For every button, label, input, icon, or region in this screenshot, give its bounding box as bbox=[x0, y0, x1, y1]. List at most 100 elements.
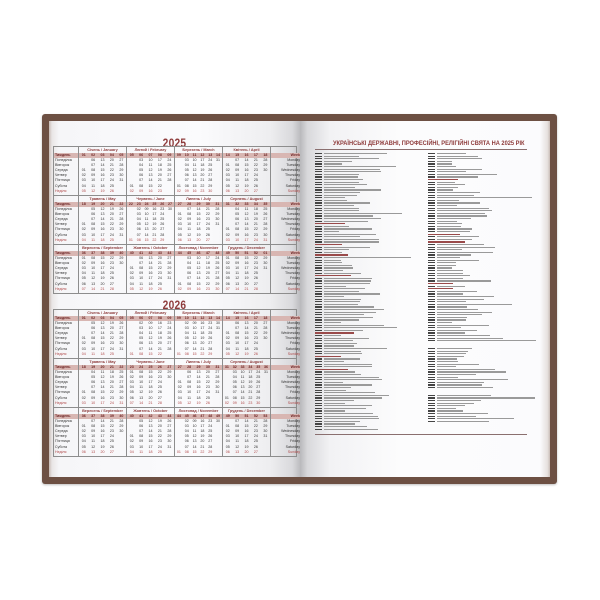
day-cell: 02 bbox=[225, 168, 230, 173]
holiday-date bbox=[315, 168, 322, 170]
day-cell: 16 bbox=[244, 232, 249, 237]
day-cell: 27 bbox=[160, 227, 165, 232]
holiday-date bbox=[315, 353, 322, 355]
week-column: 35 25 26 27 28 29 30 31 bbox=[260, 202, 271, 244]
holiday-name bbox=[437, 309, 479, 311]
week-column: 29 13 14 15 16 17 18 19 bbox=[193, 365, 204, 407]
day-cell: 05 bbox=[129, 286, 134, 291]
weekday-label: Субота bbox=[55, 183, 68, 188]
weekday-label-en: Monday bbox=[287, 207, 300, 212]
day-cell: 16 bbox=[100, 395, 105, 400]
week-number-cell: 06 bbox=[136, 316, 146, 322]
day-cell: 01 bbox=[129, 370, 134, 375]
holiday-name bbox=[437, 340, 537, 342]
holiday-date bbox=[428, 223, 435, 225]
day-cell: 08 bbox=[136, 237, 141, 242]
day-cell: 17 bbox=[200, 424, 205, 429]
week-label-en: Week bbox=[290, 365, 300, 369]
holiday-name bbox=[324, 322, 342, 324]
day-cell: 24 bbox=[208, 326, 213, 331]
week-column: 29 14 15 16 17 18 19 20 bbox=[193, 202, 204, 244]
day-cell: 26 bbox=[119, 375, 124, 380]
holiday-name bbox=[324, 371, 355, 373]
day-cell: 12 bbox=[100, 207, 105, 212]
holiday-name bbox=[437, 205, 457, 207]
day-cell: 16 bbox=[240, 400, 245, 405]
week-number-cell: 46 bbox=[190, 414, 199, 420]
holiday-date bbox=[428, 194, 435, 196]
day-cell: 26 bbox=[109, 188, 114, 193]
day-cell: 11 bbox=[91, 237, 95, 242]
week-number: 28 bbox=[187, 202, 192, 206]
day-cell: 28 bbox=[208, 444, 213, 449]
week-column: 07 10 11 12 13 14 15 16 bbox=[145, 153, 156, 195]
week-column: 44 01 02 bbox=[175, 251, 185, 293]
month-8: Серпень / August 31 01 02 32 03 04 05 06 07 08 09 33… bbox=[222, 359, 270, 407]
day-cell: 06 bbox=[139, 256, 144, 261]
day-cell: 18 bbox=[200, 429, 205, 434]
day-cell: 21 bbox=[253, 419, 258, 424]
day-cell: 04 bbox=[81, 351, 86, 356]
holiday-date bbox=[315, 410, 322, 412]
week-number-cell: 12 bbox=[198, 153, 207, 159]
week-number-cell: 14 bbox=[223, 316, 233, 322]
month-7: Липень / July 27 01 02 03 04 05 28 06 07 08 09 10 11 1… bbox=[174, 359, 223, 407]
week-number: 24 bbox=[144, 202, 149, 206]
week-number-cell: 50 bbox=[232, 414, 242, 420]
week-column: 01 29 30 31 bbox=[260, 251, 271, 293]
week-label-en: Week bbox=[290, 414, 300, 418]
weekday-labels: Тиждень Понеділок Вівторок Середа Четвер П'ят… bbox=[54, 359, 78, 407]
day-cell: 03 bbox=[129, 444, 134, 449]
day-cell: 13 bbox=[192, 439, 197, 444]
week-number-cell: 30 bbox=[203, 202, 213, 208]
holiday-date bbox=[315, 342, 322, 344]
day-cell: 22 bbox=[205, 281, 210, 286]
week-number-cell: 38 bbox=[97, 251, 108, 257]
holiday-date bbox=[428, 251, 435, 253]
week-number: 40 bbox=[119, 251, 124, 255]
week-column: 52 22 23 24 25 26 27 28 bbox=[251, 251, 261, 293]
weekday-label: Субота bbox=[55, 346, 68, 351]
holiday-name bbox=[324, 405, 373, 407]
day-cell: 13 bbox=[91, 449, 96, 454]
week-number: 14 bbox=[216, 316, 221, 320]
holiday-name bbox=[437, 207, 489, 209]
day-cell: 03 bbox=[177, 222, 182, 227]
holiday-name bbox=[324, 246, 371, 248]
weekday-label-en: Tuesday bbox=[286, 326, 300, 331]
day-cell: 21 bbox=[200, 178, 205, 183]
day-cell: 10 bbox=[187, 390, 192, 395]
week-number: 01 bbox=[81, 153, 86, 157]
day-cell: 12 bbox=[196, 266, 201, 271]
week-number: 46 bbox=[196, 251, 201, 255]
day-cell: 17 bbox=[148, 380, 153, 385]
day-cell: 12 bbox=[91, 444, 96, 449]
day-cell: 30 bbox=[119, 227, 124, 232]
day-cell: 02 bbox=[139, 321, 144, 326]
day-cell: 19 bbox=[100, 276, 105, 281]
holiday-name bbox=[437, 277, 464, 279]
week-number: 09 bbox=[176, 316, 181, 320]
holiday-name bbox=[437, 202, 480, 204]
day-cell: 27 bbox=[253, 281, 258, 286]
week-column: 35 24 25 26 27 28 29 30 bbox=[254, 365, 263, 407]
month-7: Липень / July 27 01 02 03 04 05 06 28 07 08 09 10 11 1… bbox=[174, 196, 223, 244]
week-column: 01 01 02 03 04 05 bbox=[79, 153, 89, 195]
week-column: 51 14 15 16 17 18 19 20 bbox=[241, 414, 252, 456]
day-cell: 22 bbox=[109, 390, 114, 395]
week-label-row: Week bbox=[271, 365, 301, 371]
day-cell: 29 bbox=[119, 390, 124, 395]
holiday-date bbox=[428, 368, 435, 370]
holiday-date bbox=[315, 241, 322, 243]
day-cell: 25 bbox=[160, 217, 165, 222]
day-cell: 02 bbox=[81, 227, 86, 232]
day-cell: 28 bbox=[119, 163, 124, 168]
day-cell: 14 bbox=[91, 286, 96, 291]
day-cell: 02 bbox=[129, 188, 134, 193]
day-cell: 23 bbox=[205, 217, 210, 222]
holiday-date bbox=[315, 387, 322, 389]
holiday-date bbox=[428, 371, 435, 373]
day-cell: 01 bbox=[81, 336, 86, 341]
holiday-date bbox=[428, 332, 435, 334]
holiday-name bbox=[324, 160, 352, 162]
